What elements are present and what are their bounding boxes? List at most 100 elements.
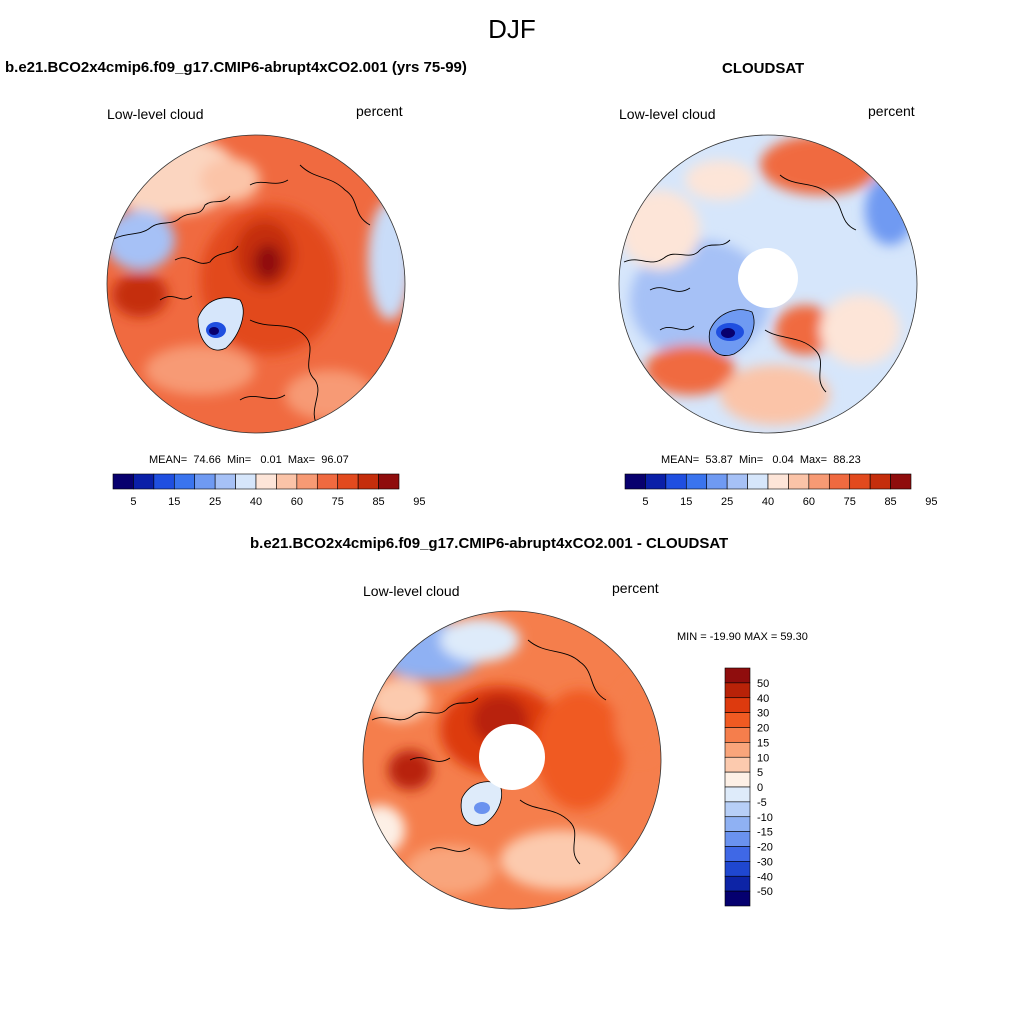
diff-colorbar-tick-label: 30	[757, 708, 769, 720]
obs-colorbar: 5 15 25 40 60 75 85 95	[624, 473, 938, 508]
diff-colorbar-tick-label: -5	[757, 797, 767, 809]
diff-colorbar-swatch	[724, 861, 751, 877]
diff-colorbar-tick-label: -20	[757, 842, 773, 854]
diff-colorbar-tick-label: -30	[757, 856, 773, 868]
diff-colorbar-swatch	[724, 816, 751, 832]
max-label: Max=	[287, 454, 316, 466]
model-colorbar-tick-label: 40	[250, 496, 262, 508]
max-label: Max=	[799, 454, 828, 466]
panel-model-units-label: percent	[356, 103, 403, 119]
diff-colorbar-tick-label: 15	[757, 737, 769, 749]
obs-colorbar-swatch	[869, 473, 891, 490]
obs-colorbar-swatch	[788, 473, 810, 490]
diff-colorbar-tick-label: -40	[757, 871, 773, 883]
panel-diff-variable-label: Low-level cloud	[363, 583, 460, 599]
model-colorbar-swatch	[316, 473, 339, 490]
model-colorbar-swatch	[276, 473, 298, 490]
diff-colorbar-tick-label: 10	[757, 752, 769, 764]
model-colorbar-tick-label: 60	[291, 496, 303, 508]
panel-obs-stats: MEAN= 53.87 Min= 0.04 Max= 88.23	[661, 454, 861, 466]
mean-value: 74.66	[193, 454, 221, 466]
diff-colorbar-swatch	[724, 875, 751, 892]
model-colorbar-tick-label: 15	[168, 496, 180, 508]
diff-map-boundary	[362, 610, 662, 910]
diff-colorbar-swatch	[724, 786, 751, 803]
diff-colorbar-swatch	[724, 727, 751, 743]
model-colorbar-tick-label: 95	[413, 496, 425, 508]
diff-colorbar-swatch	[724, 801, 751, 818]
obs-colorbar-swatch	[890, 473, 912, 490]
diff-colorbar-swatch	[724, 756, 751, 773]
obs-colorbar-swatch	[767, 473, 789, 490]
obs-colorbar-tick-label: 95	[925, 496, 937, 508]
panel-diff-title: b.e21.BCO2x4cmip6.f09_g17.CMIP6-abrupt4x…	[250, 535, 729, 552]
diff-colorbar-tick-label: 40	[757, 693, 769, 705]
model-colorbar-swatch	[194, 473, 216, 490]
min-value: 0.04	[772, 454, 794, 466]
model-map-boundary	[106, 134, 406, 434]
mean-value: 53.87	[705, 454, 733, 466]
model-colorbar-swatch	[296, 473, 318, 490]
diff-colorbar-tick-label: -50	[757, 886, 773, 898]
diff-colorbar-swatch	[724, 667, 751, 684]
obs-map-boundary	[618, 134, 918, 434]
diff-colorbar-swatch	[724, 831, 751, 847]
figure-title: DJF	[488, 14, 536, 44]
model-colorbar: 5 15 25 40 60 75 85 95	[112, 473, 426, 508]
diff-colorbar-tick-label: 5	[757, 767, 763, 779]
model-colorbar-tick-label: 85	[372, 496, 384, 508]
panel-obs-units-label: percent	[868, 103, 915, 119]
obs-colorbar-swatch	[645, 473, 667, 490]
diff-colorbar-tick-label: -10	[757, 812, 773, 824]
obs-colorbar-tick-label: 85	[884, 496, 896, 508]
max-value: 96.07	[321, 454, 349, 466]
obs-colorbar-tick-label: 15	[680, 496, 692, 508]
model-colorbar-swatch	[214, 473, 236, 490]
panel-model-stats: MEAN= 74.66 Min= 0.01 Max= 96.07	[149, 454, 349, 466]
obs-colorbar-swatch	[706, 473, 728, 490]
model-colorbar-tick-label: 75	[332, 496, 344, 508]
model-colorbar-swatch	[378, 473, 400, 490]
obs-colorbar-swatch	[808, 473, 830, 490]
obs-colorbar-swatch	[828, 473, 851, 490]
obs-colorbar-tick-label: 5	[642, 496, 648, 508]
model-colorbar-tick-label: 5	[130, 496, 136, 508]
obs-colorbar-swatch	[849, 473, 871, 490]
min-label: Min=	[227, 454, 252, 466]
model-colorbar-swatch	[133, 473, 155, 490]
diff-colorbar-swatch	[724, 682, 751, 699]
diff-colorbar-swatch	[724, 771, 751, 788]
panel-obs-variable-label: Low-level cloud	[619, 106, 716, 122]
panel-model-title: b.e21.BCO2x4cmip6.f09_g17.CMIP6-abrupt4x…	[5, 59, 467, 76]
panel-model-variable-label: Low-level cloud	[107, 106, 204, 122]
diff-colorbar-tick-label: -15	[757, 827, 773, 839]
model-colorbar-swatch	[337, 473, 359, 490]
diff-colorbar-tick-label: 0	[757, 782, 763, 794]
obs-colorbar-swatch	[624, 473, 646, 490]
model-colorbar-swatch	[357, 473, 379, 490]
obs-polar-map	[618, 134, 918, 434]
model-colorbar-swatch	[153, 473, 175, 490]
panel-diff-units-label: percent	[612, 580, 659, 596]
max-value: 88.23	[833, 454, 861, 466]
obs-colorbar-swatch	[665, 473, 687, 490]
model-colorbar-tick-label: 25	[209, 496, 221, 508]
model-colorbar-swatch	[255, 473, 277, 490]
model-colorbar-swatch	[173, 473, 196, 490]
model-colorbar-swatch	[235, 473, 257, 490]
diff-polar-map	[362, 610, 662, 910]
diff-colorbar-swatch	[724, 742, 751, 758]
diff-colorbar-tick-label: 50	[757, 678, 769, 690]
diff-colorbar-swatch	[724, 890, 751, 907]
diff-colorbar-swatch	[724, 712, 751, 728]
panel-obs-title: CLOUDSAT	[722, 60, 805, 77]
obs-colorbar-tick-label: 25	[721, 496, 733, 508]
model-colorbar-swatch	[112, 473, 134, 490]
obs-colorbar-swatch	[726, 473, 748, 490]
obs-colorbar-tick-label: 60	[803, 496, 815, 508]
diff-colorbar-swatch	[724, 846, 751, 862]
model-polar-map	[106, 134, 406, 434]
obs-colorbar-swatch	[685, 473, 708, 490]
